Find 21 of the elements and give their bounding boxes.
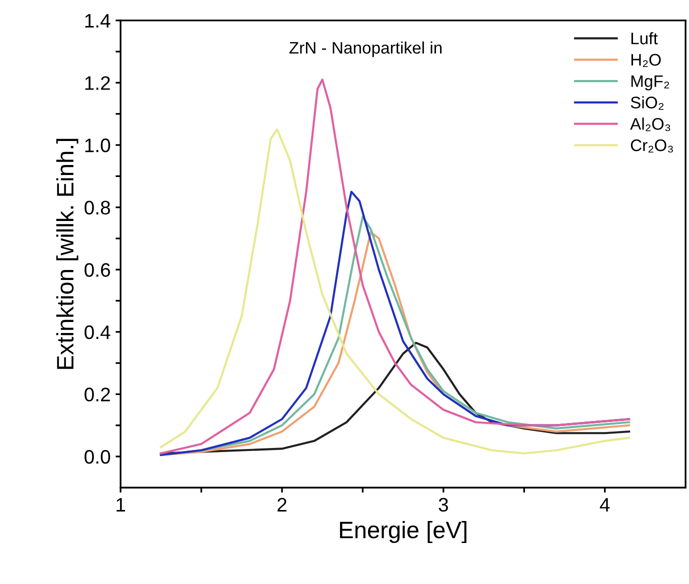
- x-tick-label: 1: [116, 498, 126, 512]
- y-tick-label: 0.2: [84, 388, 110, 402]
- y-tick-label: 0.8: [84, 200, 110, 215]
- y-tick-label: 1.0: [85, 138, 110, 152]
- legend-title: ZrN - Nanopartikel in: [289, 41, 442, 57]
- legend-label: Al₂O₃: [630, 118, 670, 132]
- y-tick-label: 1.2: [85, 76, 110, 90]
- y-axis-title: Extinktion [willk. Einh.]: [56, 138, 78, 369]
- x-tick-label: 2: [278, 498, 286, 512]
- y-tick-label: 0.0: [84, 450, 110, 464]
- legend-label: SiO₂: [630, 96, 664, 110]
- x-axis-title: Energie [eV]: [340, 521, 466, 544]
- y-tick-label: 1.4: [85, 14, 110, 28]
- y-tick-label: 0.4: [84, 325, 110, 340]
- legend-label: Cr₂O₃: [630, 139, 673, 153]
- legend-label: Luft: [631, 32, 658, 44]
- x-tick-label: 4: [600, 498, 610, 512]
- legend-label: H₂O: [631, 54, 661, 67]
- legend-label: MgF₂: [631, 75, 670, 90]
- y-tick-label: 0.6: [84, 263, 110, 277]
- x-tick-label: 3: [438, 498, 448, 512]
